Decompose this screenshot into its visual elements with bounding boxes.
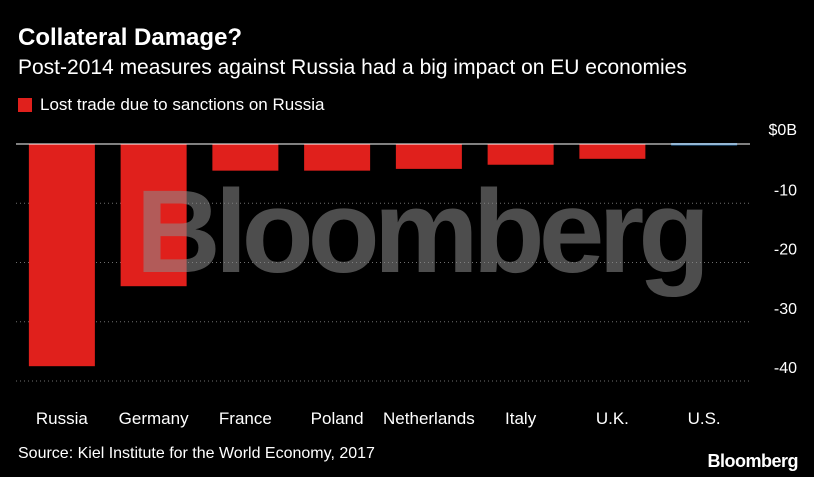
y-tick-label: -40	[774, 360, 797, 377]
bar	[304, 144, 371, 171]
x-tick-label: Netherlands	[383, 409, 475, 428]
bars	[28, 143, 738, 367]
x-tick-label: U.S.	[688, 409, 721, 428]
x-tick-labels: Russia Germany France Poland Netherlands Ital…	[36, 409, 721, 428]
x-tick-label: Italy	[505, 409, 537, 428]
x-tick-label: France	[219, 409, 272, 428]
bloomberg-logo: Bloomberg	[707, 451, 798, 471]
x-tick-label: U.K.	[596, 409, 629, 428]
bar	[487, 144, 554, 165]
y-tick-label: -30	[774, 301, 797, 318]
legend-swatch	[18, 98, 32, 112]
bar	[579, 144, 646, 159]
legend-label: Lost trade due to sanctions on Russia	[40, 95, 325, 114]
y-tick-labels: $0B -10 -20 -30 -40	[769, 122, 798, 377]
x-tick-label: Germany	[119, 409, 189, 428]
legend: Lost trade due to sanctions on Russia	[18, 95, 324, 115]
bar	[212, 144, 279, 171]
source-note: Source: Kiel Institute for the World Eco…	[18, 445, 375, 462]
bar	[28, 144, 95, 367]
bar	[120, 144, 187, 287]
y-tick-label: $0B	[769, 122, 797, 139]
y-tick-label: -10	[774, 182, 797, 199]
y-tick-label: -20	[774, 242, 797, 259]
bar	[395, 144, 462, 169]
chart-subtitle: Post-2014 measures against Russia had a …	[18, 56, 687, 79]
x-tick-label: Russia	[36, 409, 89, 428]
x-tick-label: Poland	[311, 409, 364, 428]
bloomberg-watermark: Bloomberg	[136, 166, 705, 298]
chart-title: Collateral Damage?	[18, 24, 243, 51]
